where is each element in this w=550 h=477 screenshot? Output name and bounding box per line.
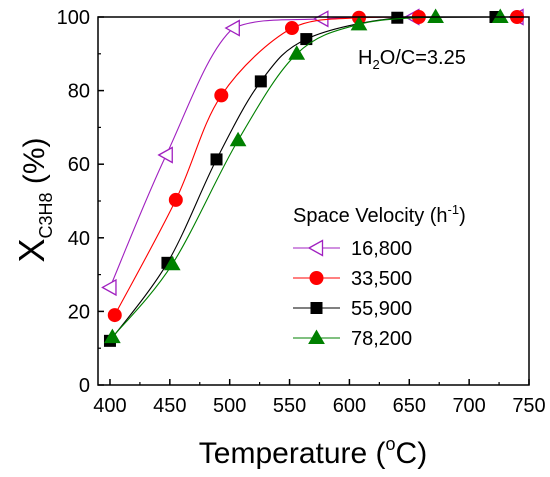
y-tick-label: 100 [57,7,90,29]
series-point-3 [350,15,368,31]
x-tick-label: 600 [333,395,366,417]
x-tick-label: 700 [452,395,485,417]
series-point-0 [224,19,240,37]
series-point-3 [104,328,121,344]
y-tick-label: 40 [68,228,90,250]
x-tick-label: 550 [273,395,306,417]
series-point-1 [214,88,229,103]
legend-title: Space Velocity (h-1) [293,202,466,227]
series-point-3 [491,8,509,23]
x-tick-label: 500 [213,395,246,417]
series-point-2 [300,33,313,46]
series-point-2 [210,153,223,166]
legend: 16,800 33,500 55,900 78,200 [293,238,412,350]
x-tick-label: 400 [93,395,126,417]
y-tick-label: 60 [68,154,90,176]
plot-frame [97,16,530,386]
legend-marker-0 [307,239,324,257]
series-point-3 [163,255,181,271]
series-point-3 [229,131,247,147]
series-point-0 [157,146,173,164]
series-point-1 [168,192,183,207]
condition-annotation: H2O/C=3.25 [358,47,466,72]
legend-marker-1 [309,271,324,285]
x-tick-label: 650 [393,395,426,417]
x-tick-label: 450 [153,395,186,417]
y-axis-title: XC3H8 (%) [11,137,56,262]
legend-label-1: 33,500 [351,268,412,290]
series-point-2 [254,75,267,88]
series-point-1 [107,308,122,323]
x-tick-label: 750 [512,395,545,417]
series-point-3 [427,8,444,23]
series-point-1 [284,21,299,36]
legend-marker-3 [308,329,325,344]
ticks-layer: 400 450 500 550 600 650 700 750 0 20 40 60 80 100 [57,7,546,417]
series-point-0 [101,278,117,297]
y-tick-label: 0 [79,375,90,397]
y-tick-label: 20 [68,301,90,323]
legend-label-3: 78,200 [351,328,412,350]
legend-marker-2 [310,302,323,314]
legend-label-2: 55,900 [351,298,412,320]
series-point-0 [313,10,329,28]
y-tick-label: 80 [68,81,90,103]
series-point-3 [288,45,306,60]
legend-label-0: 16,800 [351,238,412,260]
x-axis-title: Temperature (oC) [199,434,427,470]
